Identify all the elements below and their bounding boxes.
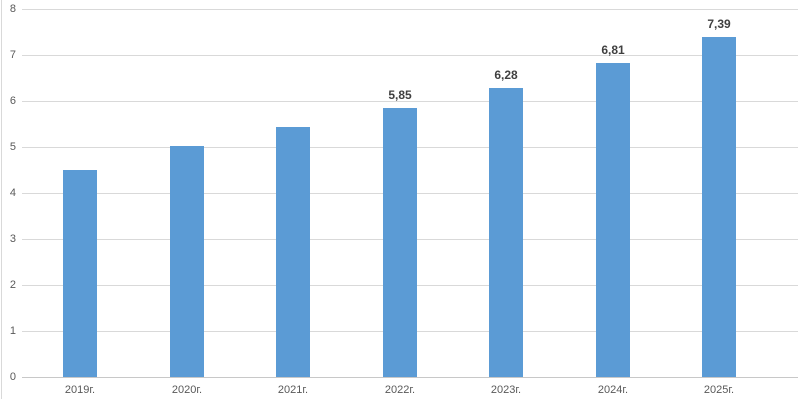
y-axis-label: 0 bbox=[9, 371, 16, 383]
y-axis-label: 5 bbox=[9, 141, 16, 153]
x-axis-label: 2020г. bbox=[171, 384, 203, 396]
bar[interactable] bbox=[596, 63, 630, 377]
gridline bbox=[22, 101, 798, 102]
bar-data-label: 7,39 bbox=[707, 17, 731, 31]
y-axis-border bbox=[1, 0, 2, 399]
y-axis-label: 4 bbox=[9, 187, 16, 199]
bar[interactable] bbox=[489, 88, 523, 377]
x-axis-label: 2023г. bbox=[490, 384, 522, 396]
x-axis-label: 2021г. bbox=[277, 384, 309, 396]
bar[interactable] bbox=[63, 170, 97, 377]
bar-data-label: 6,81 bbox=[601, 43, 625, 57]
bar-data-label: 6,28 bbox=[494, 68, 518, 82]
x-axis-label: 2019г. bbox=[64, 384, 96, 396]
bar-data-label: 5,85 bbox=[388, 88, 412, 102]
y-axis-label: 3 bbox=[9, 233, 16, 245]
x-axis-label: 2024г. bbox=[597, 384, 629, 396]
bar[interactable] bbox=[383, 108, 417, 377]
y-axis-label: 2 bbox=[9, 279, 16, 291]
bar[interactable] bbox=[170, 146, 204, 377]
y-axis-label: 7 bbox=[9, 49, 16, 61]
x-axis-label: 2022г. bbox=[384, 384, 416, 396]
bar[interactable] bbox=[702, 37, 736, 377]
x-axis-label: 2025г. bbox=[703, 384, 735, 396]
gridline bbox=[22, 9, 798, 10]
x-axis-line bbox=[22, 377, 798, 378]
bar[interactable] bbox=[276, 127, 310, 377]
gridline bbox=[22, 55, 798, 56]
y-axis-label: 6 bbox=[9, 95, 16, 107]
y-axis-label: 8 bbox=[9, 3, 16, 15]
y-axis-label: 1 bbox=[9, 325, 16, 337]
